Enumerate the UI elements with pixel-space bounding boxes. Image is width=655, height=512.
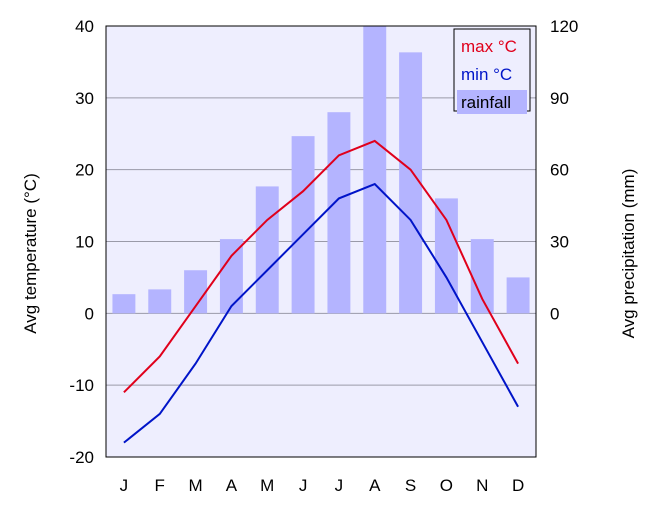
rainfall-bar [112, 294, 136, 314]
right-tick-label: 0 [550, 304, 559, 323]
left-tick-label: 0 [85, 304, 94, 323]
rainfall-bar [363, 26, 387, 314]
rainfall-bar [219, 239, 243, 314]
x-tick-label: M [188, 476, 202, 495]
x-tick-label: S [405, 476, 416, 495]
x-tick-label: F [155, 476, 165, 495]
x-tick-label: J [120, 476, 129, 495]
rainfall-bar [291, 136, 315, 314]
rainfall-bars [112, 26, 530, 314]
right-tick-label: 120 [550, 17, 578, 36]
max-temp-line [123, 139, 519, 394]
left-tick-label: 20 [75, 161, 94, 180]
rainfall-bar [470, 239, 494, 314]
x-tick-label: O [440, 476, 453, 495]
x-tick-label: A [369, 476, 381, 495]
legend-label: rainfall [461, 93, 511, 112]
left-tick-label: -10 [69, 376, 94, 395]
left-tick-label: -20 [69, 448, 94, 467]
x-tick-label: M [260, 476, 274, 495]
rainfall-bar [327, 112, 351, 314]
min-temp-line [123, 182, 519, 444]
x-tick-label: J [335, 476, 344, 495]
right-axis-title: Avg precipitation (mm) [619, 169, 638, 339]
left-tick-label: 40 [75, 17, 94, 36]
legend-swatch [457, 90, 527, 114]
x-tick-label: J [299, 476, 308, 495]
rainfall-bar [506, 277, 530, 314]
x-tick-label: D [512, 476, 524, 495]
legend-label: min °C [461, 65, 512, 84]
rainfall-bar [184, 270, 208, 314]
rainfall-bar [255, 186, 279, 314]
left-tick-label: 10 [75, 233, 94, 252]
right-tick-label: 30 [550, 233, 569, 252]
rainfall-bar [148, 289, 172, 314]
rainfall-bar [434, 198, 458, 314]
left-axis-title: Avg temperature (°C) [21, 173, 40, 334]
right-tick-label: 90 [550, 89, 569, 108]
left-axis-ticks: 40 30 20 10 0 -10 -20 [69, 17, 94, 467]
x-tick-label: N [476, 476, 488, 495]
right-tick-label: 60 [550, 161, 569, 180]
legend: max °C min °C rainfall [453, 28, 531, 114]
x-tick-label: A [226, 476, 238, 495]
rainfall-bar [399, 52, 423, 314]
legend-label: max °C [461, 37, 517, 56]
left-tick-label: 30 [75, 89, 94, 108]
temperature-lines [123, 139, 519, 444]
right-axis-ticks: 120 90 60 30 0 [550, 17, 578, 323]
plot-frame [105, 25, 537, 458]
